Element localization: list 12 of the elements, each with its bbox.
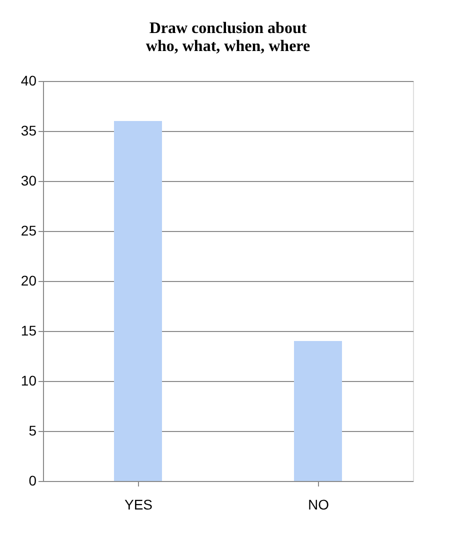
chart-title: Draw conclusion about who, what, when, where [146,20,310,55]
y-tick-label: 15 [20,322,37,338]
y-tick-label: 20 [20,272,37,288]
y-tick-label: 35 [20,122,37,138]
y-tick-label: 40 [20,72,37,88]
y-tick-label: 30 [20,172,37,188]
x-tick-label: NO [308,496,330,512]
y-tick-label: 25 [20,222,37,238]
x-tick-label: YES [124,496,153,512]
y-tick-label: 5 [28,422,37,438]
y-tick-label: 0 [28,472,37,488]
y-tick-label: 10 [20,372,37,388]
